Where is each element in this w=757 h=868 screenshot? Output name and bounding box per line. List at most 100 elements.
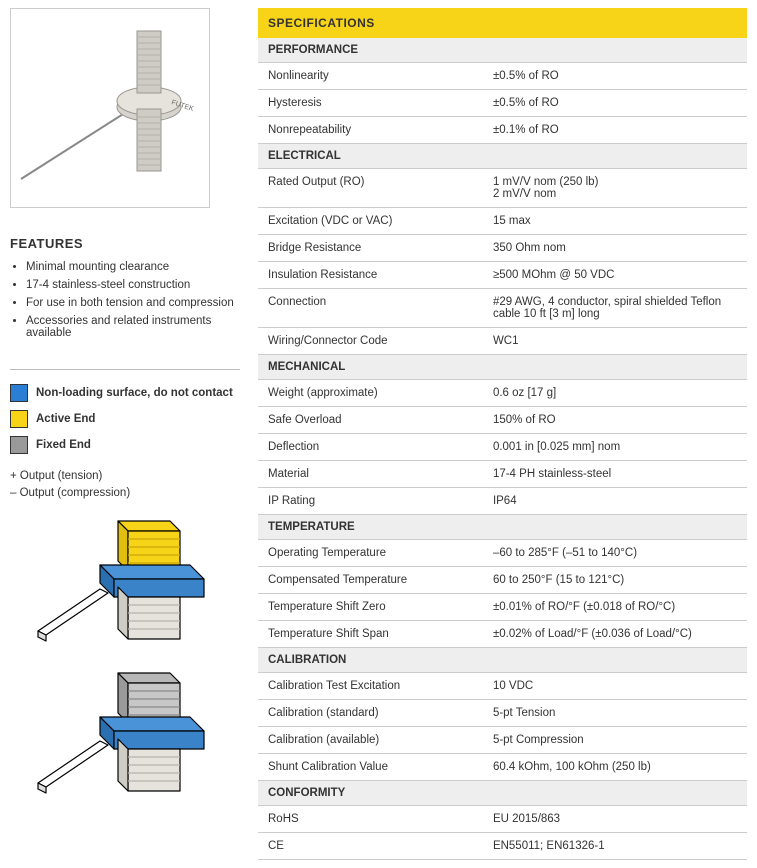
spec-value: WC1 [483,328,747,355]
spec-value: 15 max [483,208,747,235]
spec-row: Shunt Calibration Value60.4 kOhm, 100 kO… [258,754,747,781]
spec-value: 0.001 in [0.025 mm] nom [483,434,747,461]
spec-value: ±0.5% of RO [483,90,747,117]
spec-row: Hysteresis±0.5% of RO [258,90,747,117]
spec-value: ±0.02% of Load/°F (±0.036 of Load/°C) [483,621,747,648]
spec-value: EN55011; EN61326-1 [483,833,747,860]
spec-label: Temperature Shift Zero [258,594,483,621]
spec-row: Calibration (available)5-pt Compression [258,727,747,754]
spec-label: Temperature Shift Span [258,621,483,648]
spec-value: 60.4 kOhm, 100 kOhm (250 lb) [483,754,747,781]
spec-label: Compensated Temperature [258,567,483,594]
legend-label: Fixed End [36,439,91,451]
legend-row-nonloading: Non-loading surface, do not contact [10,384,240,402]
feature-item: 17-4 stainless-steel construction [26,279,240,291]
spec-label: Deflection [258,434,483,461]
specs-title: SPECIFICATIONS [258,8,747,38]
spec-row: Weight (approximate)0.6 oz [17 g] [258,380,747,407]
spec-value: 60 to 250°F (15 to 121°C) [483,567,747,594]
spec-value: 5-pt Compression [483,727,747,754]
spec-value: #29 AWG, 4 conductor, spiral shielded Te… [483,289,747,328]
spec-value: 17-4 PH stainless-steel [483,461,747,488]
feature-item: For use in both tension and compression [26,297,240,309]
spec-label: IP Rating [258,488,483,515]
swatch-nonloading [10,384,28,402]
spec-value: IP64 [483,488,747,515]
left-column: FUTEK FEATURES Minimal mounting clearanc… [10,8,240,860]
spec-label: Nonlinearity [258,63,483,90]
legend: Non-loading surface, do not contact Acti… [10,369,240,454]
spec-row: Wiring/Connector CodeWC1 [258,328,747,355]
spec-label: CE [258,833,483,860]
legend-label: Active End [36,413,95,425]
spec-section-name: CALIBRATION [258,648,747,673]
spec-section-header: MECHANICAL [258,355,747,380]
spec-section-name: ELECTRICAL [258,144,747,169]
spec-value: ≥500 MOhm @ 50 VDC [483,262,747,289]
spec-label: Excitation (VDC or VAC) [258,208,483,235]
spec-row: Compensated Temperature60 to 250°F (15 t… [258,567,747,594]
spec-value: 150% of RO [483,407,747,434]
product-photo: FUTEK [10,8,210,208]
feature-item: Accessories and related instruments avai… [26,315,240,339]
spec-row: Connection#29 AWG, 4 conductor, spiral s… [258,289,747,328]
spec-value: 10 VDC [483,673,747,700]
spec-label: Shunt Calibration Value [258,754,483,781]
diagram-tension [30,513,230,653]
spec-value: EU 2015/863 [483,806,747,833]
page: FUTEK FEATURES Minimal mounting clearanc… [0,0,757,868]
right-column: SPECIFICATIONS PERFORMANCENonlinearity±0… [258,8,747,860]
spec-section-header: CONFORMITY [258,781,747,806]
spec-label: Material [258,461,483,488]
spec-section-name: MECHANICAL [258,355,747,380]
spec-label: Calibration (standard) [258,700,483,727]
spec-row: Temperature Shift Zero±0.01% of RO/°F (±… [258,594,747,621]
output-labels: + Output (tension) – Output (compression… [10,468,240,503]
spec-label: Nonrepeatability [258,117,483,144]
output-tension-label: + Output (tension) [10,468,240,485]
spec-row: RoHSEU 2015/863 [258,806,747,833]
spec-value: 0.6 oz [17 g] [483,380,747,407]
spec-value: 1 mV/V nom (250 lb)2 mV/V nom [483,169,747,208]
spec-value: –60 to 285°F (–51 to 140°C) [483,540,747,567]
swatch-active [10,410,28,428]
spec-label: Connection [258,289,483,328]
spec-value: ±0.1% of RO [483,117,747,144]
spec-section-header: PERFORMANCE [258,38,747,63]
spec-row: CEEN55011; EN61326-1 [258,833,747,860]
spec-section-header: CALIBRATION [258,648,747,673]
spec-label: Calibration Test Excitation [258,673,483,700]
spec-value: 5-pt Tension [483,700,747,727]
spec-label: Calibration (available) [258,727,483,754]
spec-section-name: CONFORMITY [258,781,747,806]
spec-row: Safe Overload150% of RO [258,407,747,434]
spec-label: Weight (approximate) [258,380,483,407]
features-list: Minimal mounting clearance 17-4 stainles… [10,261,240,339]
spec-section-header: TEMPERATURE [258,515,747,540]
spec-value: 350 Ohm nom [483,235,747,262]
spec-label: Hysteresis [258,90,483,117]
legend-row-active: Active End [10,410,240,428]
spec-label: Operating Temperature [258,540,483,567]
swatch-fixed [10,436,28,454]
spec-section-name: PERFORMANCE [258,38,747,63]
spec-row: Rated Output (RO)1 mV/V nom (250 lb)2 mV… [258,169,747,208]
spec-row: Calibration (standard)5-pt Tension [258,700,747,727]
spec-label: Rated Output (RO) [258,169,483,208]
spec-label: Safe Overload [258,407,483,434]
spec-row: Bridge Resistance350 Ohm nom [258,235,747,262]
specs-table: PERFORMANCENonlinearity±0.5% of ROHyster… [258,38,747,860]
spec-row: Deflection0.001 in [0.025 mm] nom [258,434,747,461]
spec-row: IP RatingIP64 [258,488,747,515]
spec-row: Nonlinearity±0.5% of RO [258,63,747,90]
legend-row-fixed: Fixed End [10,436,240,454]
spec-row: Operating Temperature–60 to 285°F (–51 t… [258,540,747,567]
spec-value: ±0.5% of RO [483,63,747,90]
output-compression-label: – Output (compression) [10,485,240,502]
spec-label: Bridge Resistance [258,235,483,262]
legend-label: Non-loading surface, do not contact [36,387,233,399]
spec-label: Wiring/Connector Code [258,328,483,355]
spec-row: Material17-4 PH stainless-steel [258,461,747,488]
spec-row: Excitation (VDC or VAC)15 max [258,208,747,235]
features-title: FEATURES [10,236,240,251]
